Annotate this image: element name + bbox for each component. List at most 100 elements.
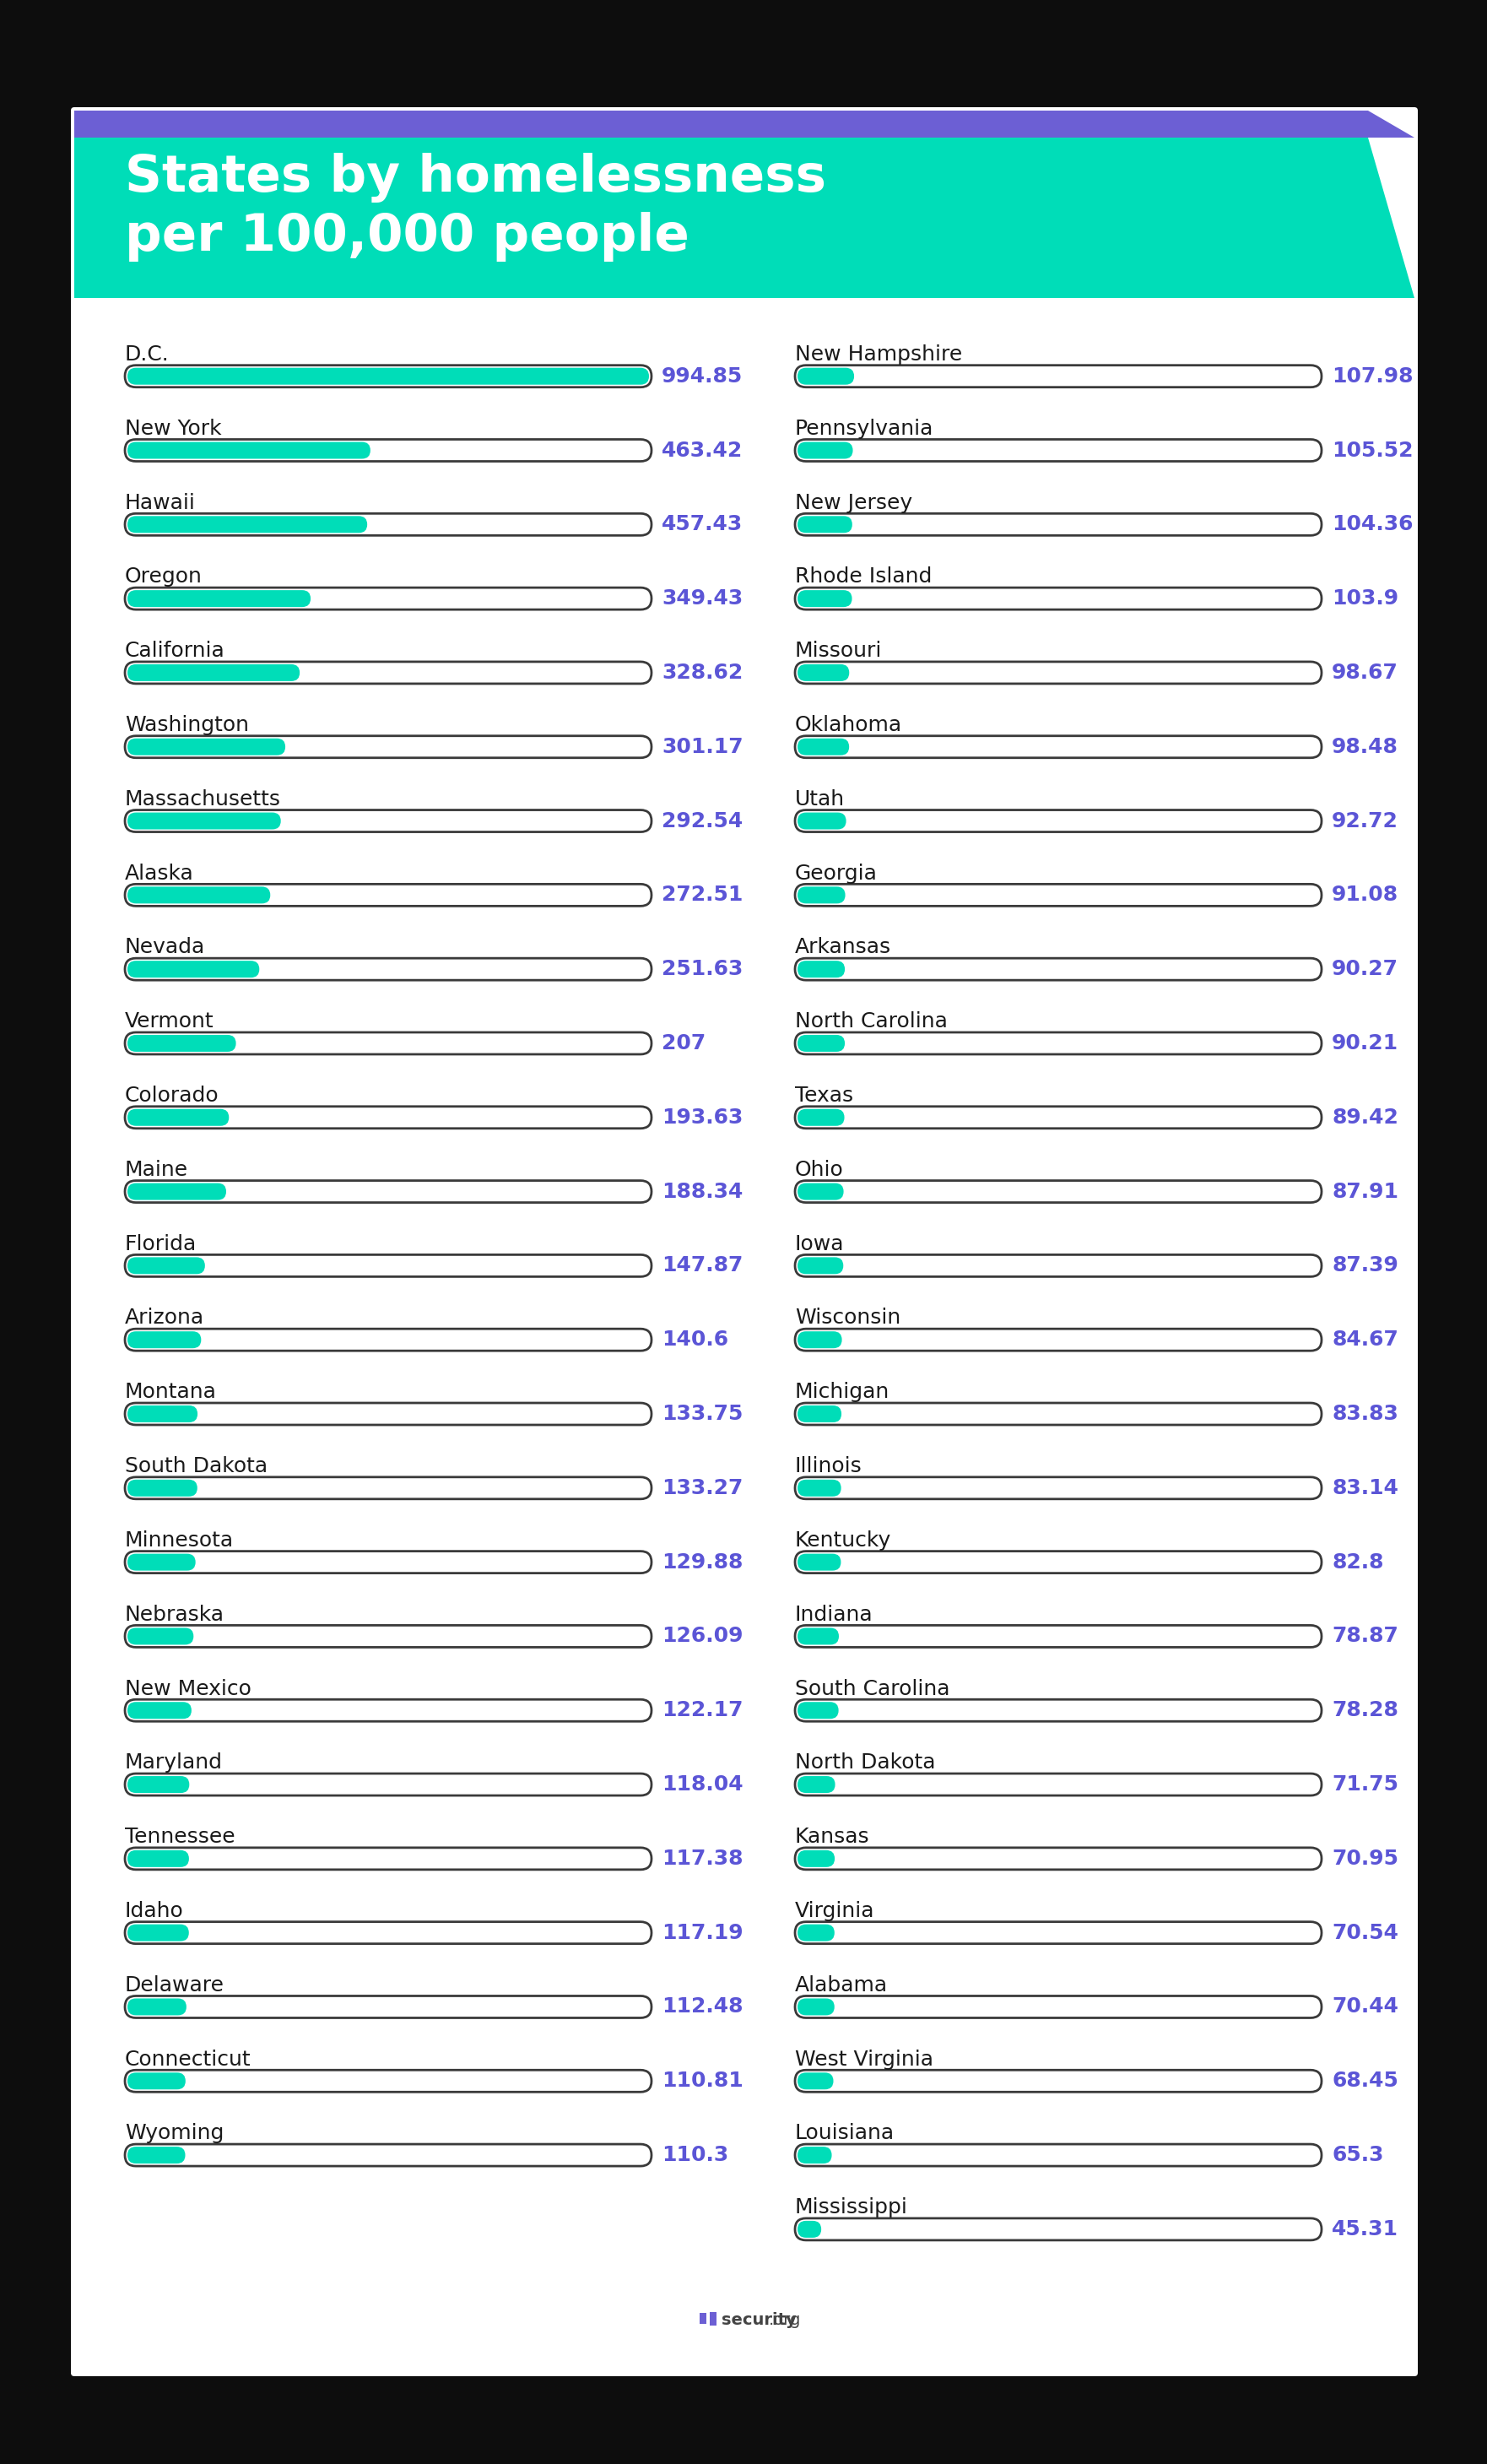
Text: Utah: Utah [796, 788, 845, 808]
FancyBboxPatch shape [797, 961, 845, 978]
FancyBboxPatch shape [797, 1183, 843, 1200]
FancyBboxPatch shape [125, 1922, 651, 1944]
Text: 90.21: 90.21 [1332, 1032, 1398, 1055]
Text: 126.09: 126.09 [662, 1626, 744, 1646]
FancyBboxPatch shape [797, 665, 849, 680]
FancyBboxPatch shape [796, 586, 1322, 609]
FancyBboxPatch shape [128, 1703, 192, 1720]
FancyBboxPatch shape [128, 961, 259, 978]
FancyBboxPatch shape [797, 591, 852, 606]
Text: 292.54: 292.54 [662, 811, 744, 830]
Text: 83.14: 83.14 [1332, 1478, 1398, 1498]
Text: 104.36: 104.36 [1332, 515, 1413, 535]
Text: security: security [721, 2314, 797, 2328]
Text: New York: New York [125, 419, 222, 439]
Text: 207: 207 [662, 1032, 706, 1055]
FancyBboxPatch shape [796, 1402, 1322, 1424]
FancyBboxPatch shape [796, 1700, 1322, 1722]
FancyBboxPatch shape [797, 441, 854, 458]
FancyBboxPatch shape [128, 2072, 186, 2089]
FancyBboxPatch shape [796, 2070, 1322, 2092]
FancyBboxPatch shape [125, 1402, 651, 1424]
FancyBboxPatch shape [796, 2144, 1322, 2166]
Text: Alabama: Alabama [796, 1976, 888, 1996]
FancyBboxPatch shape [125, 1700, 651, 1722]
Text: 112.48: 112.48 [662, 1996, 744, 2018]
FancyBboxPatch shape [125, 811, 651, 833]
FancyBboxPatch shape [128, 1035, 236, 1052]
Text: 98.48: 98.48 [1332, 737, 1398, 756]
Text: 147.87: 147.87 [662, 1257, 744, 1276]
Text: 87.91: 87.91 [1332, 1180, 1398, 1202]
Text: Illinois: Illinois [796, 1456, 862, 1476]
Text: Kansas: Kansas [796, 1826, 870, 1848]
Text: 457.43: 457.43 [662, 515, 744, 535]
Text: 84.67: 84.67 [1332, 1331, 1398, 1350]
Text: 301.17: 301.17 [662, 737, 744, 756]
Text: Georgia: Georgia [796, 862, 877, 885]
FancyBboxPatch shape [796, 1626, 1322, 1648]
Text: Idaho: Idaho [125, 1900, 184, 1922]
FancyBboxPatch shape [797, 1035, 845, 1052]
FancyBboxPatch shape [797, 1998, 834, 2016]
Text: New Mexico: New Mexico [125, 1678, 251, 1698]
FancyBboxPatch shape [797, 2072, 833, 2089]
FancyBboxPatch shape [125, 1848, 651, 1870]
Text: 78.87: 78.87 [1332, 1626, 1398, 1646]
FancyBboxPatch shape [128, 739, 286, 756]
Text: North Dakota: North Dakota [796, 1752, 935, 1774]
Text: 129.88: 129.88 [662, 1552, 744, 1572]
Text: West Virginia: West Virginia [796, 2050, 934, 2070]
Text: 122.17: 122.17 [662, 1700, 744, 1720]
FancyBboxPatch shape [125, 1032, 651, 1055]
FancyBboxPatch shape [797, 515, 852, 532]
FancyBboxPatch shape [796, 885, 1322, 907]
Text: 994.85: 994.85 [662, 367, 744, 387]
Text: Rhode Island: Rhode Island [796, 567, 932, 586]
FancyBboxPatch shape [71, 108, 1417, 2375]
Text: Virginia: Virginia [796, 1900, 874, 1922]
FancyBboxPatch shape [125, 1328, 651, 1350]
FancyBboxPatch shape [796, 958, 1322, 981]
Text: Montana: Montana [125, 1382, 217, 1402]
FancyBboxPatch shape [128, 1183, 226, 1200]
FancyBboxPatch shape [796, 513, 1322, 535]
FancyBboxPatch shape [125, 1774, 651, 1796]
Text: South Carolina: South Carolina [796, 1678, 950, 1698]
Text: Maryland: Maryland [125, 1752, 223, 1774]
FancyBboxPatch shape [125, 1996, 651, 2018]
Text: 78.28: 78.28 [1332, 1700, 1398, 1720]
FancyBboxPatch shape [797, 887, 845, 904]
Polygon shape [74, 111, 1414, 138]
Text: Minnesota: Minnesota [125, 1530, 233, 1550]
FancyBboxPatch shape [128, 515, 367, 532]
FancyBboxPatch shape [125, 663, 651, 683]
Text: Michigan: Michigan [796, 1382, 889, 1402]
Text: 82.8: 82.8 [1332, 1552, 1383, 1572]
Text: 45.31: 45.31 [1332, 2220, 1398, 2240]
Text: 117.38: 117.38 [662, 1848, 744, 1868]
Text: 110.81: 110.81 [662, 2070, 744, 2092]
Text: 70.54: 70.54 [1332, 1922, 1398, 1944]
Text: Tennessee: Tennessee [125, 1826, 235, 1848]
FancyBboxPatch shape [796, 737, 1322, 759]
FancyBboxPatch shape [797, 1629, 839, 1643]
Text: 71.75: 71.75 [1332, 1774, 1398, 1794]
FancyBboxPatch shape [128, 887, 271, 904]
FancyBboxPatch shape [797, 1777, 836, 1794]
FancyBboxPatch shape [796, 1254, 1322, 1276]
Text: 98.67: 98.67 [1332, 663, 1398, 683]
Text: 133.75: 133.75 [662, 1404, 744, 1424]
Text: Vermont: Vermont [125, 1013, 214, 1032]
Bar [699, 2314, 706, 2324]
Text: Oklahoma: Oklahoma [796, 715, 903, 734]
Text: Washington: Washington [125, 715, 248, 734]
FancyBboxPatch shape [796, 1476, 1322, 1498]
FancyBboxPatch shape [125, 1106, 651, 1129]
Text: .org: .org [769, 2314, 801, 2328]
Text: 70.44: 70.44 [1332, 1996, 1398, 2018]
FancyBboxPatch shape [128, 1257, 205, 1274]
FancyBboxPatch shape [796, 1996, 1322, 2018]
Text: 463.42: 463.42 [662, 441, 744, 461]
FancyBboxPatch shape [125, 958, 651, 981]
